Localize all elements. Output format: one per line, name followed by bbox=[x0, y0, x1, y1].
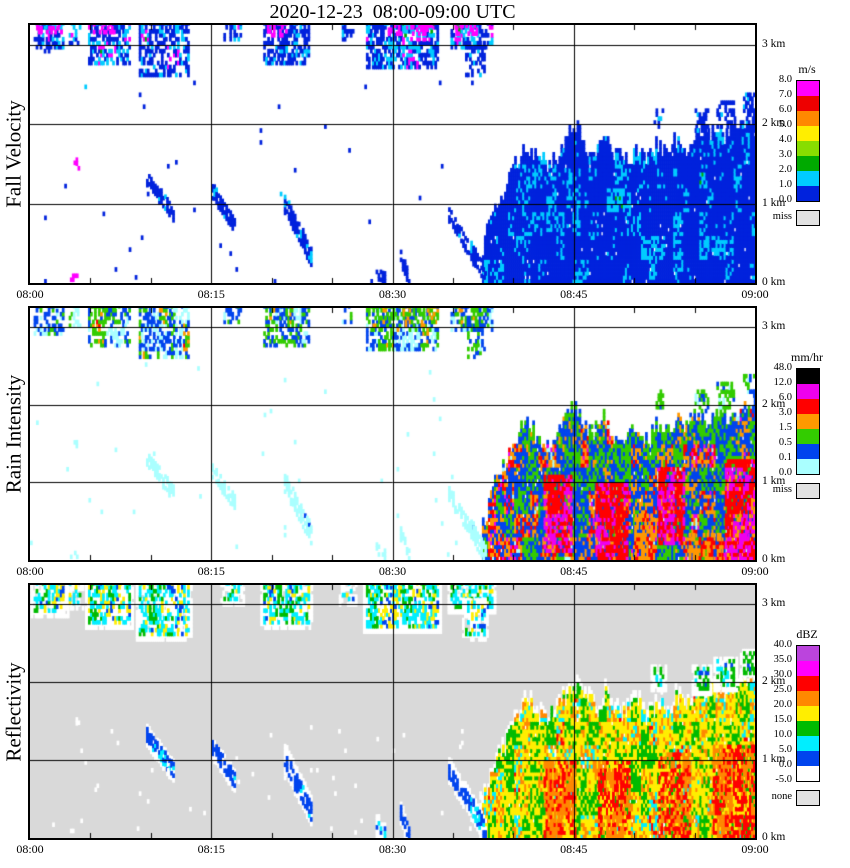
colorbar-color-box bbox=[797, 706, 819, 721]
x-tick-label: 09:00 bbox=[741, 564, 769, 578]
colorbar-nodata-box bbox=[796, 210, 820, 226]
colorbar-color-box bbox=[797, 399, 819, 414]
colorbar-color-box bbox=[797, 96, 819, 111]
colorbar-tick-label: 0.1 bbox=[778, 452, 792, 463]
y-tick-label: 2 km bbox=[762, 117, 786, 130]
colorbar-color-box bbox=[797, 171, 819, 186]
page-title: 2020-12-23 08:00-09:00 UTC bbox=[269, 1, 516, 23]
x-tick-label: 08:45 bbox=[560, 564, 588, 578]
colorbar-color-box bbox=[797, 186, 819, 201]
colorbar-color-box bbox=[797, 81, 819, 96]
x-tick-label: 08:30 bbox=[378, 564, 407, 578]
colorbar-tick-label: 3.0 bbox=[778, 149, 792, 160]
y-tick-label: 3 km bbox=[762, 320, 786, 333]
y-tick-label: 2 km bbox=[762, 675, 786, 688]
fall-velocity-heatmap bbox=[28, 23, 757, 285]
colorbar-tick-label: 10.0 bbox=[773, 729, 792, 740]
colorbar-tick-label: 0.0 bbox=[778, 194, 792, 205]
colorbar-tick-label: 25.0 bbox=[773, 684, 792, 695]
colorbar-nodata-label: miss bbox=[772, 211, 792, 222]
panel-label-fall-velocity: Fall Velocity bbox=[1, 100, 26, 208]
panel-label-reflectivity: Reflectivity bbox=[1, 661, 26, 762]
colorbar-color-box bbox=[797, 111, 819, 126]
colorbar-scale bbox=[796, 368, 820, 475]
colorbar-tick-label: 0.5 bbox=[778, 437, 792, 448]
colorbar-tick-label: 3.0 bbox=[778, 407, 792, 418]
y-tick-label: 0 km bbox=[762, 276, 786, 288]
colorbar-color-box bbox=[797, 736, 819, 751]
colorbar-tick-label: 8.0 bbox=[778, 74, 792, 85]
colorbar-nodata-box bbox=[796, 483, 820, 499]
colorbar-color-box bbox=[797, 384, 819, 399]
y-tick-label: 3 km bbox=[762, 597, 786, 610]
colorbar-color-box bbox=[797, 414, 819, 429]
colorbar-tick-label: 20.0 bbox=[773, 699, 792, 710]
colorbar-color-box bbox=[797, 676, 819, 691]
x-tick-label: 08:45 bbox=[560, 287, 588, 301]
colorbar-tick-label: 6.0 bbox=[778, 104, 792, 115]
colorbar-unit-label: mm/hr bbox=[791, 350, 823, 364]
colorbar-color-box bbox=[797, 691, 819, 706]
y-tick-label: 3 km bbox=[762, 37, 786, 50]
x-tick-label: 08:15 bbox=[197, 842, 225, 856]
reflectivity-heatmap bbox=[28, 583, 757, 840]
colorbar-tick-label: 48.0 bbox=[773, 362, 792, 373]
y-tick-label: 1 km bbox=[762, 475, 786, 488]
colorbar-tick-label: 5.0 bbox=[778, 744, 792, 755]
colorbar-unit-label: dBZ bbox=[796, 627, 818, 641]
colorbar-nodata-label: miss bbox=[772, 484, 792, 495]
x-tick-label: 08:00 bbox=[16, 842, 44, 856]
colorbar-color-box bbox=[797, 156, 819, 171]
colorbar-tick-label: -5.0 bbox=[775, 774, 792, 785]
colorbar-color-box bbox=[797, 721, 819, 736]
y-tick-label: 2 km bbox=[762, 397, 786, 410]
colorbar-scale bbox=[796, 645, 820, 782]
colorbar-tick-label: 7.0 bbox=[778, 89, 792, 100]
colorbar-color-box bbox=[797, 444, 819, 459]
colorbar-tick-label: 12.0 bbox=[773, 377, 792, 388]
colorbar-color-box bbox=[797, 751, 819, 766]
colorbar-nodata-box bbox=[796, 790, 820, 806]
x-tick-label: 08:30 bbox=[378, 287, 407, 301]
y-tick-label: 0 km bbox=[762, 553, 786, 565]
x-tick-label: 08:15 bbox=[197, 287, 225, 301]
colorbar-nodata-label: none bbox=[771, 791, 792, 802]
panel-label-rain-intensity: Rain Intensity bbox=[1, 374, 26, 494]
colorbar-tick-label: 5.0 bbox=[778, 119, 792, 130]
colorbar-color-box bbox=[797, 661, 819, 676]
rain-intensity-heatmap bbox=[28, 306, 757, 562]
x-tick-label: 08:00 bbox=[16, 287, 44, 301]
colorbar-tick-label: 0.0 bbox=[778, 759, 792, 770]
colorbar-color-box bbox=[797, 126, 819, 141]
x-tick-label: 08:15 bbox=[197, 564, 225, 578]
colorbar-tick-label: 1.0 bbox=[778, 179, 792, 190]
colorbar-tick-label: 1.5 bbox=[778, 422, 792, 433]
x-tick-label: 09:00 bbox=[741, 842, 769, 856]
colorbar-tick-label: 30.0 bbox=[773, 669, 792, 680]
colorbar-tick-label: 15.0 bbox=[773, 714, 792, 725]
x-tick-label: 08:45 bbox=[560, 842, 588, 856]
colorbar-tick-label: 35.0 bbox=[773, 654, 792, 665]
x-tick-label: 08:30 bbox=[378, 842, 407, 856]
colorbar-color-box bbox=[797, 369, 819, 384]
colorbar-tick-label: 0.0 bbox=[778, 467, 792, 478]
y-tick-label: 0 km bbox=[762, 831, 786, 843]
colorbar-color-box bbox=[797, 459, 819, 474]
colorbar-tick-label: 2.0 bbox=[778, 164, 792, 175]
colorbar-tick-label: 40.0 bbox=[773, 639, 792, 650]
colorbar-tick-label: 4.0 bbox=[778, 134, 792, 145]
colorbar-tick-label: 6.0 bbox=[778, 392, 792, 403]
colorbar-color-box bbox=[797, 141, 819, 156]
colorbar-scale bbox=[796, 80, 820, 202]
colorbar-color-box bbox=[797, 646, 819, 661]
colorbar-unit-label: m/s bbox=[798, 62, 816, 76]
colorbar-color-box bbox=[797, 766, 819, 781]
y-tick-label: 1 km bbox=[762, 196, 786, 209]
x-tick-label: 08:00 bbox=[16, 564, 44, 578]
colorbar-color-box bbox=[797, 429, 819, 444]
x-tick-label: 09:00 bbox=[741, 287, 769, 301]
y-tick-label: 1 km bbox=[762, 753, 786, 766]
